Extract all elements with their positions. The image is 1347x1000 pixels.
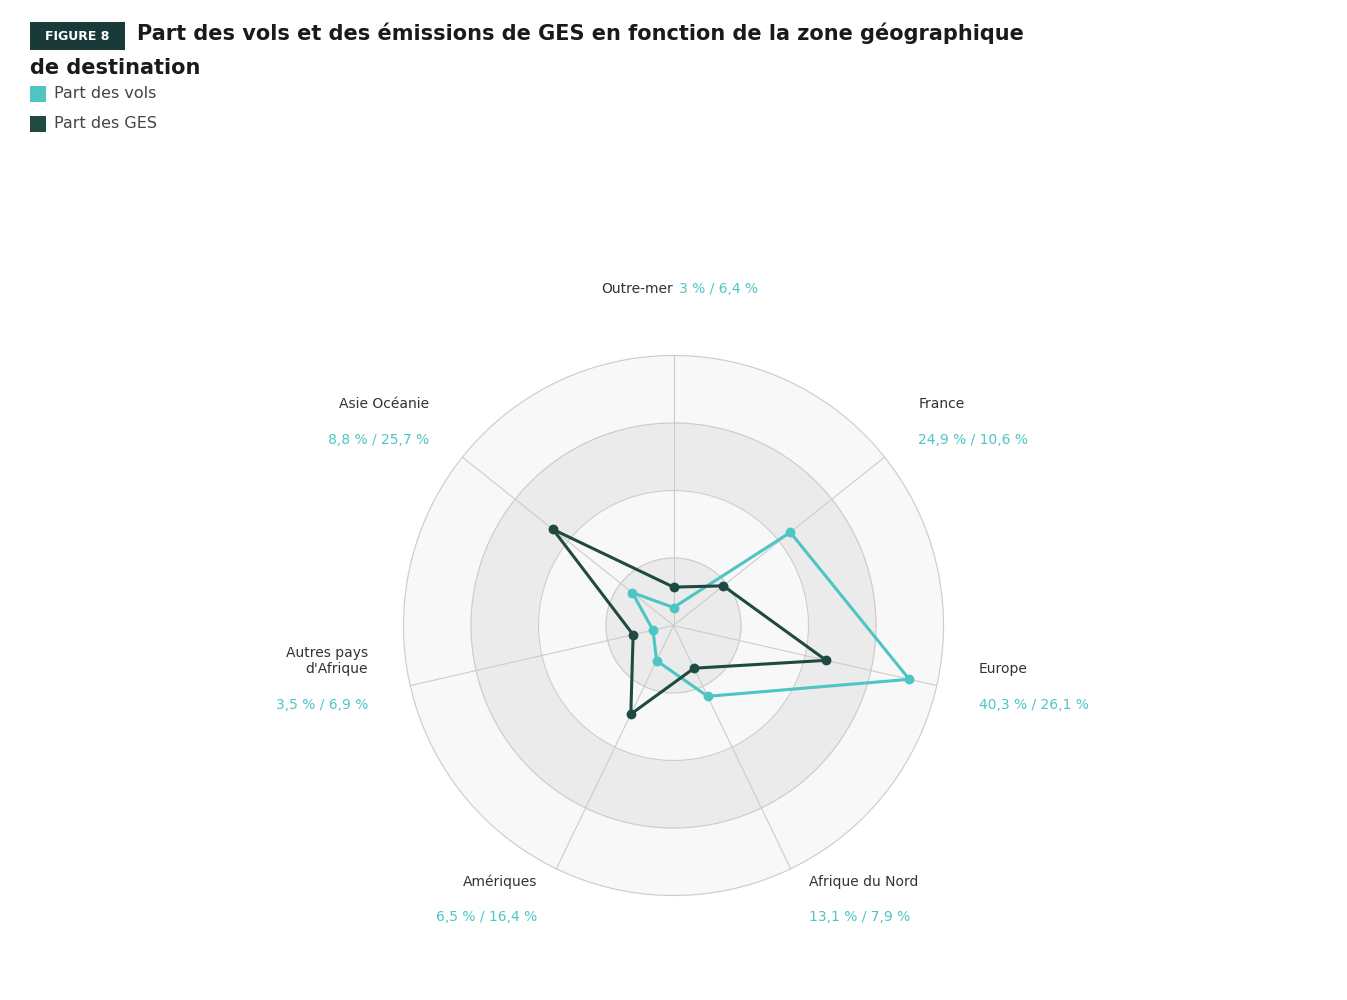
Point bbox=[696, 688, 718, 704]
Point bbox=[541, 521, 563, 537]
Text: 13,1 % / 7,9 %: 13,1 % / 7,9 % bbox=[810, 910, 911, 924]
Text: 3 % / 6,4 %: 3 % / 6,4 % bbox=[679, 282, 758, 296]
Text: Asie Océanie: Asie Océanie bbox=[338, 397, 428, 411]
Point bbox=[663, 579, 684, 595]
Point bbox=[620, 706, 641, 722]
Text: 24,9 % / 10,6 %: 24,9 % / 10,6 % bbox=[919, 433, 1028, 447]
Point bbox=[683, 660, 704, 676]
Point bbox=[645, 653, 667, 669]
Point bbox=[622, 627, 644, 643]
Text: France: France bbox=[919, 397, 964, 411]
FancyBboxPatch shape bbox=[30, 116, 46, 132]
Text: Part des vols: Part des vols bbox=[54, 87, 156, 102]
Text: 40,3 % / 26,1 %: 40,3 % / 26,1 % bbox=[979, 698, 1088, 712]
FancyBboxPatch shape bbox=[30, 22, 125, 50]
Text: Part des vols et des émissions de GES en fonction de la zone géographique: Part des vols et des émissions de GES en… bbox=[137, 22, 1024, 43]
Text: Afrique du Nord: Afrique du Nord bbox=[810, 875, 919, 889]
Polygon shape bbox=[404, 356, 943, 895]
Text: Europe: Europe bbox=[979, 662, 1028, 676]
Text: FIGURE 8: FIGURE 8 bbox=[46, 29, 109, 42]
Text: 3,5 % / 6,9 %: 3,5 % / 6,9 % bbox=[276, 698, 368, 712]
Text: 6,5 % / 16,4 %: 6,5 % / 16,4 % bbox=[436, 910, 537, 924]
Point bbox=[663, 599, 684, 615]
Polygon shape bbox=[471, 423, 876, 828]
Point bbox=[643, 622, 664, 638]
Polygon shape bbox=[606, 558, 741, 693]
FancyBboxPatch shape bbox=[30, 86, 46, 102]
Text: 8,8 % / 25,7 %: 8,8 % / 25,7 % bbox=[327, 433, 428, 447]
Point bbox=[898, 671, 920, 687]
Text: Part des GES: Part des GES bbox=[54, 116, 158, 131]
Text: Amériques: Amériques bbox=[463, 874, 537, 889]
Point bbox=[780, 524, 801, 540]
Point bbox=[815, 652, 836, 668]
Polygon shape bbox=[539, 491, 808, 760]
Text: de destination: de destination bbox=[30, 58, 201, 78]
Text: Outre-mer: Outre-mer bbox=[602, 282, 674, 296]
Point bbox=[621, 585, 643, 601]
Point bbox=[713, 578, 734, 594]
Text: Autres pays
d'Afrique: Autres pays d'Afrique bbox=[286, 646, 368, 676]
